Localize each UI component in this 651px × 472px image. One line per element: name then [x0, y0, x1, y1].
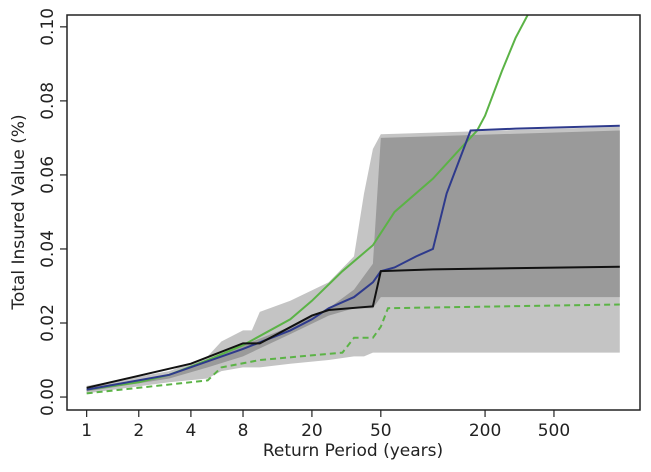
x-tick-label: 200: [469, 421, 501, 441]
line: [86, 265, 620, 389]
plot-frame: [66, 14, 641, 411]
x-tick-label: 2: [133, 421, 144, 441]
y-tick-label: 0.00: [38, 378, 58, 416]
x-tick-label: 8: [238, 421, 249, 441]
x-tick-label: 50: [370, 421, 392, 441]
line: [86, 303, 620, 395]
band: [86, 130, 620, 392]
y-tick-label: 0.08: [38, 82, 58, 120]
x-tick-label: 500: [538, 421, 570, 441]
y-tick-label: 0.02: [38, 304, 58, 342]
y-tick-label: 0.06: [38, 156, 58, 194]
y-tick-label: 0.04: [38, 230, 58, 268]
x-tick-label: 1: [81, 421, 92, 441]
y-axis-label: Total Insured Value (%): [9, 114, 29, 310]
x-tick-label: 4: [185, 421, 196, 441]
plot-area: [86, 15, 620, 395]
y-tick-label: 0.10: [38, 8, 58, 46]
x-tick-label: 20: [301, 421, 323, 441]
x-axis-label: Return Period (years): [263, 441, 443, 461]
